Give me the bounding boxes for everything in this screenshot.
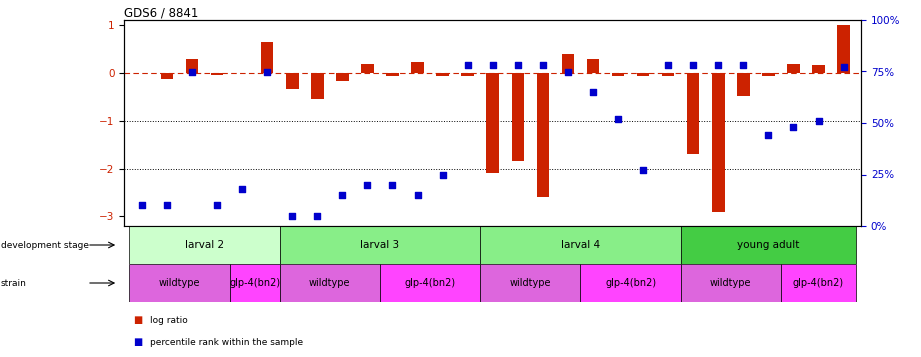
Bar: [787, 64, 799, 73]
Point: [761, 132, 775, 138]
Point: [561, 69, 576, 74]
Point: [460, 62, 475, 68]
Bar: [229, 264, 280, 302]
Bar: [837, 25, 850, 73]
Bar: [480, 264, 580, 302]
Bar: [687, 73, 699, 154]
Point: [210, 202, 225, 208]
Bar: [612, 73, 624, 76]
Bar: [781, 264, 857, 302]
Bar: [681, 226, 857, 264]
Text: wildtype: wildtype: [710, 278, 752, 288]
Text: glp-4(bn2): glp-4(bn2): [404, 278, 456, 288]
Text: wildtype: wildtype: [158, 278, 200, 288]
Bar: [681, 264, 781, 302]
Bar: [380, 264, 480, 302]
Bar: [812, 65, 825, 73]
Bar: [386, 73, 399, 76]
Bar: [662, 73, 674, 76]
Text: strain: strain: [1, 278, 27, 287]
Point: [410, 192, 425, 198]
Bar: [486, 73, 499, 173]
Bar: [437, 73, 449, 76]
Bar: [361, 64, 374, 73]
Text: wildtype: wildtype: [309, 278, 351, 288]
Point: [510, 62, 525, 68]
Point: [310, 213, 325, 218]
Point: [134, 202, 149, 208]
Point: [335, 192, 350, 198]
Point: [535, 62, 550, 68]
Bar: [186, 59, 198, 73]
Bar: [160, 73, 173, 79]
Bar: [261, 41, 274, 73]
Text: ■: ■: [134, 316, 143, 326]
Bar: [480, 226, 681, 264]
Bar: [511, 73, 524, 161]
Text: GDS6 / 8841: GDS6 / 8841: [124, 7, 199, 20]
Text: glp-4(bn2): glp-4(bn2): [229, 278, 280, 288]
Bar: [211, 73, 223, 75]
Text: glp-4(bn2): glp-4(bn2): [793, 278, 844, 288]
Point: [436, 172, 450, 177]
Text: percentile rank within the sample: percentile rank within the sample: [150, 338, 303, 347]
Point: [485, 62, 500, 68]
Point: [285, 213, 299, 218]
Bar: [311, 73, 323, 99]
Point: [686, 62, 701, 68]
Text: ■: ■: [134, 337, 143, 347]
Text: larval 3: larval 3: [360, 240, 400, 250]
Bar: [763, 73, 775, 76]
Point: [660, 62, 675, 68]
Text: larval 2: larval 2: [185, 240, 224, 250]
Point: [184, 69, 199, 74]
Bar: [587, 59, 600, 73]
Point: [360, 182, 375, 188]
Point: [260, 69, 274, 74]
Point: [385, 182, 400, 188]
Point: [235, 186, 250, 192]
Point: [586, 89, 600, 95]
Text: larval 4: larval 4: [561, 240, 600, 250]
Bar: [129, 264, 229, 302]
Bar: [280, 264, 380, 302]
Point: [611, 116, 625, 122]
Bar: [336, 73, 349, 81]
Point: [836, 65, 851, 70]
Point: [811, 118, 826, 124]
Bar: [412, 62, 424, 73]
Bar: [737, 73, 750, 96]
Bar: [712, 73, 725, 212]
Bar: [129, 226, 280, 264]
Point: [635, 167, 650, 173]
Bar: [562, 54, 574, 73]
Bar: [461, 73, 474, 76]
Point: [736, 62, 751, 68]
Bar: [280, 226, 480, 264]
Bar: [636, 73, 649, 76]
Text: development stage: development stage: [1, 241, 89, 250]
Text: glp-4(bn2): glp-4(bn2): [605, 278, 656, 288]
Point: [787, 124, 801, 130]
Point: [159, 202, 174, 208]
Text: young adult: young adult: [737, 240, 799, 250]
Bar: [580, 264, 681, 302]
Text: wildtype: wildtype: [509, 278, 551, 288]
Bar: [286, 73, 298, 90]
Point: [711, 62, 726, 68]
Text: log ratio: log ratio: [150, 316, 188, 325]
Bar: [537, 73, 549, 197]
